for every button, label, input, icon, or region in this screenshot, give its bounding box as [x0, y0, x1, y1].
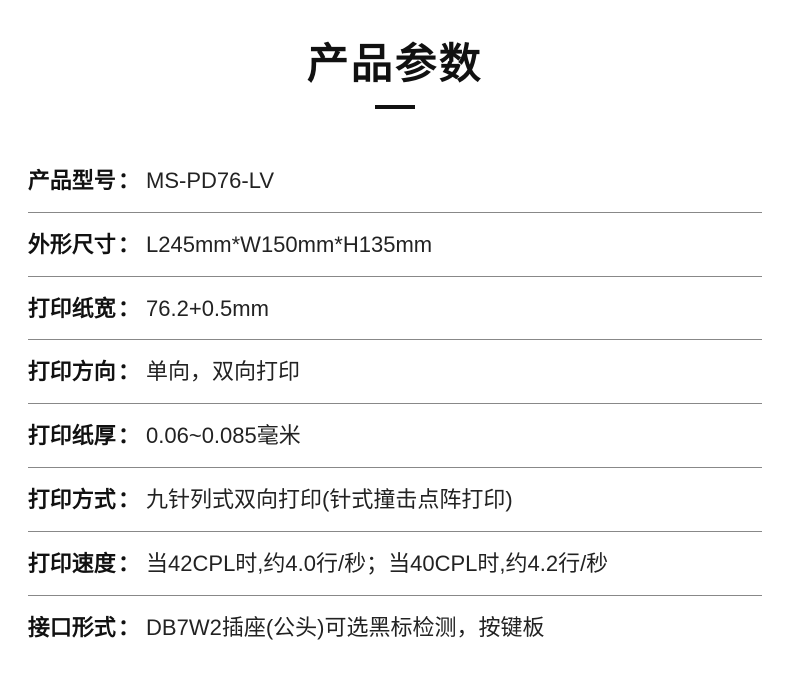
- spec-label: 打印纸宽: [28, 294, 116, 325]
- spec-row: 打印方式 ： 九针列式双向打印(针式撞击点阵打印): [28, 468, 762, 532]
- colon: ：: [118, 549, 140, 580]
- spec-value: DB7W2插座(公头)可选黑标检测，按键板: [146, 613, 762, 644]
- spec-label: 外形尺寸: [28, 230, 116, 261]
- spec-label: 打印方向: [28, 357, 116, 388]
- spec-row: 打印纸厚 ： 0.06~0.085毫米: [28, 404, 762, 468]
- spec-row: 接口形式 ： DB7W2插座(公头)可选黑标检测，按键板: [28, 596, 762, 644]
- colon: ：: [118, 230, 140, 261]
- title-underline: [375, 105, 415, 109]
- title-block: 产品参数: [28, 30, 762, 109]
- page-title: 产品参数: [28, 30, 762, 91]
- spec-label: 打印速度: [28, 549, 116, 580]
- spec-row: 产品型号 ： MS-PD76-LV: [28, 149, 762, 213]
- spec-value: 九针列式双向打印(针式撞击点阵打印): [146, 485, 762, 516]
- colon: ：: [118, 421, 140, 452]
- colon: ：: [118, 166, 140, 197]
- spec-label: 接口形式: [28, 613, 116, 644]
- spec-label: 产品型号: [28, 166, 116, 197]
- spec-label: 打印方式: [28, 485, 116, 516]
- spec-row: 打印速度 ： 当42CPL时,约4.0行/秒；当40CPL时,约4.2行/秒: [28, 532, 762, 596]
- spec-row: 打印纸宽 ： 76.2+0.5mm: [28, 277, 762, 341]
- spec-sheet: 产品参数 产品型号 ： MS-PD76-LV 外形尺寸 ： L245mm*W15…: [0, 0, 790, 643]
- spec-row: 打印方向 ： 单向，双向打印: [28, 340, 762, 404]
- colon: ：: [118, 485, 140, 516]
- colon: ：: [118, 613, 140, 644]
- spec-value: MS-PD76-LV: [146, 166, 762, 197]
- colon: ：: [118, 357, 140, 388]
- spec-label: 打印纸厚: [28, 421, 116, 452]
- spec-value: 当42CPL时,约4.0行/秒；当40CPL时,约4.2行/秒: [146, 549, 762, 580]
- spec-row: 外形尺寸 ： L245mm*W150mm*H135mm: [28, 213, 762, 277]
- spec-value: 单向，双向打印: [146, 357, 762, 388]
- spec-value: L245mm*W150mm*H135mm: [146, 230, 762, 261]
- spec-value: 76.2+0.5mm: [146, 294, 762, 325]
- colon: ：: [118, 294, 140, 325]
- spec-value: 0.06~0.085毫米: [146, 421, 762, 452]
